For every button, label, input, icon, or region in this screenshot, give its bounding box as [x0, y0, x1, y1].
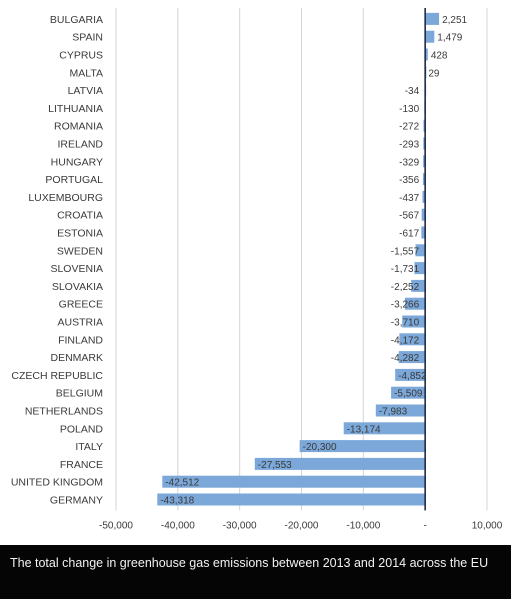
x-tick-label: -50,000: [99, 520, 133, 531]
bar: [421, 208, 426, 221]
data-label: -20,300: [303, 442, 337, 453]
bar: [423, 155, 426, 168]
category-label: BELGIUM: [56, 388, 103, 400]
category-label: CZECH REPUBLIC: [11, 370, 103, 382]
category-label: ROMANIA: [54, 121, 103, 133]
category-label: SLOVAKIA: [52, 281, 103, 293]
category-label: MALTA: [70, 67, 103, 79]
data-label: -2,252: [391, 282, 420, 293]
data-label: -5,509: [394, 389, 423, 400]
bar: [421, 226, 426, 239]
bar: [404, 297, 426, 310]
data-label: -617: [399, 229, 419, 240]
data-label: 2,251: [442, 15, 467, 26]
category-label: SWEDEN: [57, 245, 103, 257]
bar: [399, 333, 426, 346]
data-label: -4,172: [391, 335, 420, 346]
data-label: -130: [399, 104, 419, 115]
value-labels: 2,251 1,479 428 29 -34 -130 -272 -293 -329 -356 -4…: [160, 15, 467, 507]
data-label: -437: [399, 193, 419, 204]
bar: [391, 386, 426, 399]
bar: [422, 173, 426, 186]
bar: [425, 48, 428, 61]
bar: [423, 137, 426, 150]
bar: [422, 190, 426, 203]
x-tick-label: -20,000: [285, 520, 319, 531]
category-label: CROATIA: [57, 210, 103, 222]
category-label: CYPRUS: [59, 50, 103, 62]
bar: [423, 119, 426, 132]
x-tick-label: -: [423, 520, 426, 531]
data-label: -329: [399, 157, 419, 168]
data-label: -567: [399, 211, 419, 222]
category-label: POLAND: [60, 423, 104, 435]
bar: [254, 457, 426, 470]
category-label: LATVIA: [68, 85, 103, 97]
bar: [414, 262, 426, 275]
data-label: -13,174: [347, 424, 381, 435]
bar: [395, 368, 426, 381]
data-label: -1,557: [391, 246, 420, 257]
category-label: IRELAND: [57, 139, 103, 151]
category-label: SLOVENIA: [50, 263, 103, 275]
bar: [375, 404, 426, 417]
category-label: PORTUGAL: [45, 174, 103, 186]
data-label: -3,710: [391, 318, 420, 329]
data-label: 1,479: [437, 33, 462, 44]
data-label: -42,512: [165, 478, 199, 489]
x-axis-ticks: -50,000 -40,000 -30,000 -20,000 -10,000-10,0…: [99, 520, 503, 531]
data-label: 29: [428, 68, 440, 79]
data-label: -272: [399, 122, 419, 133]
category-label: FRANCE: [60, 459, 103, 471]
bar: [415, 244, 426, 257]
data-label: -7,983: [379, 407, 408, 418]
category-labels: BULGARIA SPAIN CYPRUS MALTA LATVIA LITHUANIA R…: [11, 14, 104, 507]
data-label: -3,266: [391, 300, 420, 311]
bar: [402, 315, 426, 328]
data-label: -43,318: [160, 496, 194, 507]
data-label: -1,731: [391, 264, 420, 275]
data-label: -27,553: [258, 460, 292, 471]
category-label: AUSTRIA: [57, 317, 103, 329]
category-label: LITHUANIA: [48, 103, 103, 115]
data-label: -356: [399, 175, 419, 186]
category-label: SPAIN: [72, 32, 103, 44]
category-label: ITALY: [75, 441, 103, 453]
category-label: BULGARIA: [50, 14, 103, 26]
x-tick-label: -40,000: [161, 520, 195, 531]
category-label: HUNGARY: [51, 156, 103, 168]
category-label: GREECE: [59, 299, 103, 311]
data-label: -293: [399, 140, 419, 151]
bar: [398, 351, 426, 364]
category-label: FINLAND: [58, 334, 103, 346]
data-label: 428: [431, 51, 448, 62]
bar: [425, 12, 440, 25]
x-tick-label: -10,000: [346, 520, 380, 531]
bar: [157, 493, 426, 506]
x-tick-label: -30,000: [223, 520, 257, 531]
data-label: -34: [405, 86, 420, 97]
category-label: NETHERLANDS: [25, 406, 103, 418]
bar: [425, 30, 435, 43]
gridlines: [115, 8, 488, 511]
category-label: DENMARK: [50, 352, 103, 364]
bar-chart: BULGARIA SPAIN CYPRUS MALTA LATVIA LITHUANIA R…: [11, 8, 503, 531]
data-label: -4,852: [398, 371, 427, 382]
bar: [162, 475, 426, 488]
category-label: GERMANY: [50, 495, 103, 507]
data-label: -4,282: [391, 353, 420, 364]
bar: [343, 422, 426, 435]
bar: [299, 440, 426, 453]
category-label: LUXEMBOURG: [28, 192, 103, 204]
caption: The total change in greenhouse gas emiss…: [0, 545, 511, 599]
x-tick-label: 10,000: [472, 520, 503, 531]
bar: [411, 279, 426, 292]
category-label: ESTONIA: [57, 228, 103, 240]
bar-series: [157, 12, 440, 506]
category-label: UNITED KINGDOM: [11, 477, 103, 489]
